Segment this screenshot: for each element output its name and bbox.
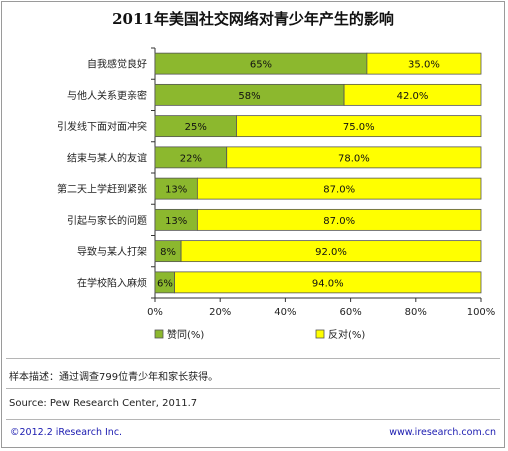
x-tick-label: 0% — [147, 307, 163, 318]
data-label: 92.0% — [315, 247, 347, 258]
data-label: 65% — [250, 60, 272, 71]
bar-segment-disagree — [366, 52, 482, 75]
data-label: 22% — [180, 153, 202, 164]
data-label: 94.0% — [312, 278, 344, 289]
category-label: 引发线下面对面冲突 — [57, 120, 147, 133]
legend-swatch-disagree — [315, 329, 325, 339]
bar-segment-disagree — [196, 208, 482, 231]
bar-segment-disagree — [174, 271, 482, 294]
legend-label: 反对(%) — [328, 328, 365, 341]
x-tick-label: 100% — [467, 307, 496, 318]
category-label: 在学校陷入麻烦 — [77, 276, 147, 289]
category-label: 与他人关系更亲密 — [67, 89, 147, 102]
data-label: 87.0% — [323, 216, 355, 227]
data-label: 35.0% — [408, 60, 440, 71]
notes-divider-top — [6, 358, 500, 359]
category-label: 引起与家长的问题 — [67, 214, 147, 227]
bar-segment-disagree — [180, 240, 482, 263]
bar-segment-disagree — [226, 146, 482, 169]
x-tick-label: 40% — [274, 307, 296, 318]
copyright-text: ©2012.2 iResearch Inc. — [10, 427, 123, 438]
category-label: 结束与某人的友谊 — [67, 151, 147, 164]
chart-title: 2011年美国社交网络对青少年产生的影响 — [112, 10, 394, 28]
website-text: www.iresearch.com.cn — [389, 427, 496, 438]
legend-swatch-agree — [154, 329, 164, 339]
data-label: 8% — [160, 247, 176, 258]
data-label: 25% — [185, 122, 207, 133]
category-label: 第二天上学赶到紧张 — [57, 183, 147, 196]
data-label: 6% — [157, 278, 173, 289]
data-label: 42.0% — [397, 91, 429, 102]
category-label: 导致与某人打架 — [77, 245, 147, 258]
x-tick-label: 20% — [209, 307, 231, 318]
notes-divider-bottom — [6, 419, 500, 420]
data-label: 87.0% — [323, 185, 355, 196]
category-label: 自我感觉良好 — [87, 58, 147, 71]
notes-divider-middle — [6, 388, 500, 389]
source-note: Source: Pew Research Center, 2011.7 — [9, 398, 198, 409]
bar-segment-disagree — [196, 177, 482, 200]
data-label: 75.0% — [343, 122, 375, 133]
x-tick-label: 60% — [339, 307, 361, 318]
legend-label: 赞同(%) — [167, 328, 204, 341]
data-label: 58% — [238, 91, 260, 102]
bar-segment-disagree — [343, 83, 482, 106]
data-label: 13% — [165, 216, 187, 227]
bar-segment-disagree — [236, 115, 482, 138]
data-label: 13% — [165, 185, 187, 196]
data-label: 78.0% — [338, 153, 370, 164]
sample-note: 样本描述：通过调查799位青少年和家长获得。 — [9, 372, 219, 383]
x-tick-label: 80% — [405, 307, 427, 318]
